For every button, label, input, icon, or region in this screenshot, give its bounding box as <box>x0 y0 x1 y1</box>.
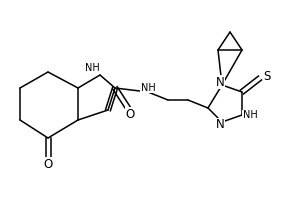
Text: N: N <box>216 118 224 132</box>
Text: S: S <box>263 70 271 82</box>
Text: O: O <box>44 158 52 170</box>
Text: N: N <box>216 75 224 88</box>
Text: NH: NH <box>85 63 99 73</box>
Text: O: O <box>125 108 135 120</box>
Text: NH: NH <box>243 110 257 120</box>
Text: NH: NH <box>141 83 155 93</box>
